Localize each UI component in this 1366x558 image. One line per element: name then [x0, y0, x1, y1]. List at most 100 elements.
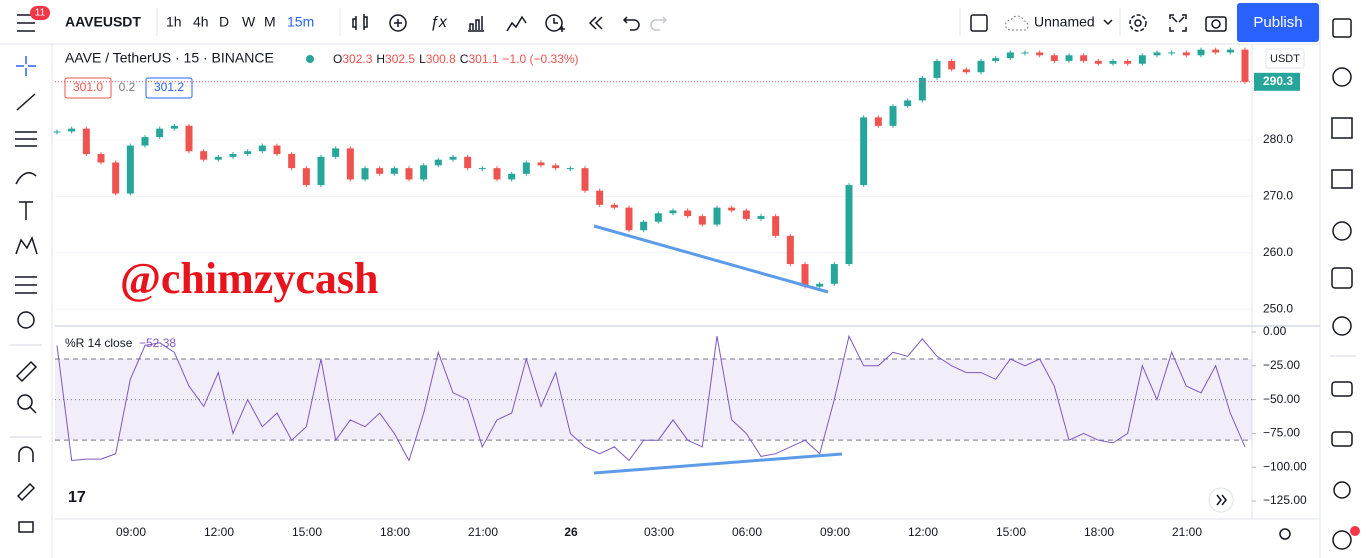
trend-line — [593, 452, 843, 475]
interval[interactable]: 4h — [193, 14, 209, 30]
chart-type-button[interactable] — [352, 14, 368, 30]
currency-box[interactable] — [1265, 48, 1305, 69]
settings-button[interactable] — [1129, 14, 1147, 32]
chats-button[interactable] — [1331, 381, 1353, 397]
candle — [478, 168, 486, 170]
calendar-button[interactable] — [1332, 221, 1352, 241]
candle — [244, 151, 252, 155]
signals-button[interactable] — [1332, 530, 1352, 550]
layout-menu[interactable] — [1103, 19, 1113, 26]
interval[interactable]: W — [242, 14, 256, 30]
ohlc-value: 302.5 — [385, 52, 415, 66]
candle — [684, 210, 692, 217]
lock-drawings-tool[interactable] — [16, 482, 36, 502]
time-label: 12:00 — [204, 525, 234, 539]
candle — [1036, 52, 1044, 56]
time-label: 09:00 — [820, 525, 850, 539]
candle — [1241, 49, 1249, 82]
candle — [434, 159, 442, 166]
candle — [1182, 52, 1190, 56]
indicator-tick-label: −75.00 — [1263, 426, 1300, 440]
candle — [1050, 55, 1058, 61]
price-tick-label: 260.0 — [1263, 245, 1293, 259]
candle — [772, 216, 780, 236]
news-button[interactable] — [1331, 117, 1353, 139]
screener-button[interactable] — [1331, 169, 1353, 189]
indicator-tick-label: −125.00 — [1263, 493, 1307, 507]
candle — [82, 128, 90, 155]
ohlc-label: O — [333, 52, 342, 66]
prediction-tool[interactable] — [15, 276, 37, 294]
candle — [317, 156, 325, 186]
measure-tool[interactable] — [15, 360, 38, 383]
candle — [904, 100, 912, 107]
snapshot-button[interactable] — [1205, 16, 1227, 32]
templates-button[interactable] — [468, 16, 484, 32]
candle — [552, 165, 560, 169]
zoom-tool[interactable] — [17, 394, 33, 410]
symbol[interactable]: AAVEUSDT — [65, 14, 141, 30]
axis-settings[interactable] — [1279, 528, 1291, 540]
layout-name[interactable]: Unnamed — [1034, 14, 1095, 30]
candle — [346, 148, 354, 180]
indicator-tick-label: −100.00 — [1263, 459, 1307, 473]
market-status — [306, 55, 314, 63]
candle — [566, 168, 574, 170]
time-label: 21:00 — [468, 525, 498, 539]
ideas-button[interactable] — [1332, 316, 1352, 336]
bid[interactable]: 301.0 — [73, 80, 103, 94]
brush-tool[interactable] — [15, 171, 37, 185]
indicators-add-button[interactable] — [389, 14, 407, 32]
ask-box[interactable] — [145, 77, 193, 99]
candle — [1138, 55, 1146, 64]
time-label: 21:00 — [1172, 525, 1202, 539]
candle — [581, 168, 589, 191]
badge-count: 11 — [35, 8, 46, 19]
alert-button[interactable] — [545, 14, 565, 32]
fib-tool[interactable] — [15, 131, 37, 147]
interval[interactable]: M — [264, 14, 276, 30]
time-label: 06:00 — [732, 525, 762, 539]
fx-icon[interactable]: ƒx — [430, 14, 448, 31]
currency[interactable]: USDT — [1270, 53, 1300, 65]
interval[interactable]: 15m — [287, 14, 314, 30]
bid-box[interactable] — [64, 77, 112, 99]
publish-button[interactable] — [1237, 3, 1319, 42]
fullscreen-button[interactable] — [1169, 14, 1187, 32]
hotlists-button[interactable] — [1331, 267, 1353, 289]
candle — [1094, 60, 1102, 64]
watermark: @chimzycash — [120, 254, 378, 303]
layout-button[interactable] — [970, 14, 988, 32]
interval[interactable]: 1h — [166, 14, 182, 30]
candle — [889, 106, 897, 126]
candle — [1168, 52, 1176, 54]
interval[interactable]: D — [219, 14, 229, 30]
lock-tool[interactable] — [18, 521, 34, 533]
crosshair-tool[interactable] — [16, 56, 36, 76]
candle — [170, 125, 178, 129]
candle — [962, 69, 970, 73]
messages-button[interactable] — [1331, 431, 1353, 447]
change: −1.0 (−0.33%) — [503, 52, 579, 66]
candle — [537, 162, 545, 166]
candle — [493, 168, 501, 180]
indicator-tick-label: −50.00 — [1263, 392, 1300, 406]
alerts-button[interactable] — [1332, 67, 1352, 87]
watchlist-button[interactable] — [1332, 18, 1352, 38]
text-tool[interactable] — [19, 201, 33, 220]
ask[interactable]: 301.2 — [154, 80, 184, 94]
last-price: 290.3 — [1263, 74, 1293, 88]
replay-button[interactable] — [588, 16, 603, 30]
candle — [948, 60, 956, 70]
icon-tool[interactable] — [17, 311, 35, 329]
streams-button[interactable] — [1333, 481, 1351, 499]
symbol-description: AAVE / TetherUS · 15 · BINANCE — [65, 50, 274, 66]
pattern-tool[interactable] — [15, 236, 38, 255]
compare-button[interactable] — [506, 15, 527, 32]
trendline-tool[interactable] — [16, 93, 36, 111]
magnet-tool[interactable] — [18, 446, 34, 462]
undo-button[interactable] — [622, 16, 640, 31]
ohlc-label: L — [419, 52, 426, 66]
publish-label[interactable]: Publish — [1253, 14, 1302, 31]
candle — [258, 145, 266, 152]
